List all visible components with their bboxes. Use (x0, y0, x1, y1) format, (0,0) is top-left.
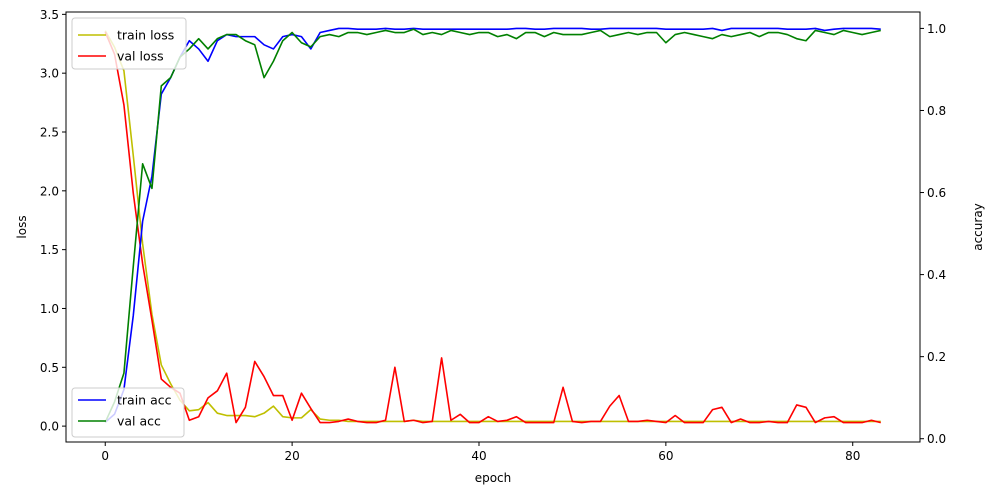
y-left-tick-label: 2.5 (40, 126, 59, 140)
y-axis-left-label: loss (15, 215, 29, 238)
x-axis-label: epoch (475, 471, 512, 485)
y-right-tick-label: 0.4 (927, 268, 946, 282)
legend-label-val-acc: val acc (117, 414, 161, 429)
plot-area: 0 20 40 60 80 0.0 0.5 1.0 1.5 2.0 2.5 3.0 3.5 0.0 0.2 0… (40, 8, 946, 463)
series-line-val-loss (104, 31, 881, 424)
series-line-train-loss (104, 30, 881, 423)
x-tick-label: 20 (284, 449, 299, 463)
y-axis-right-label: accuray (971, 203, 985, 251)
y-left-tick-label: 3.0 (40, 67, 59, 81)
x-tick-label: 60 (658, 449, 673, 463)
y-right-tick-label: 0.2 (927, 350, 946, 364)
legend-lower-left: train acc val acc (71, 387, 185, 438)
x-tick-label: 40 (471, 449, 486, 463)
series-line-train-acc (104, 27, 881, 423)
series-layer (104, 27, 881, 424)
legend-label-train-loss: train loss (117, 28, 174, 43)
x-tick-label: 80 (845, 449, 860, 463)
y-right-tick-label: 0.0 (927, 432, 946, 446)
y-right-tick-label: 0.8 (927, 104, 946, 118)
ticks-layer: 0 20 40 60 80 0.0 0.5 1.0 1.5 2.0 2.5 3.0 3.5 0.0 0.2 0… (40, 8, 946, 463)
x-tick-label: 0 (101, 449, 109, 463)
legend-label-val-loss: val loss (117, 49, 164, 64)
plot-frame (65, 11, 921, 443)
y-left-tick-label: 0.0 (40, 420, 59, 434)
y-left-tick-label: 3.5 (40, 8, 59, 22)
series-line-val-acc (104, 28, 881, 423)
y-right-tick-label: 0.6 (927, 186, 946, 200)
y-left-tick-label: 1.0 (40, 302, 59, 316)
y-left-tick-label: 0.5 (40, 361, 59, 375)
y-right-tick-label: 1.0 (927, 22, 946, 36)
legend-upper-left: train loss val loss (71, 17, 187, 70)
y-left-tick-label: 2.0 (40, 184, 59, 198)
y-left-tick-label: 1.5 (40, 243, 59, 257)
legend-label-train-acc: train acc (117, 393, 172, 408)
